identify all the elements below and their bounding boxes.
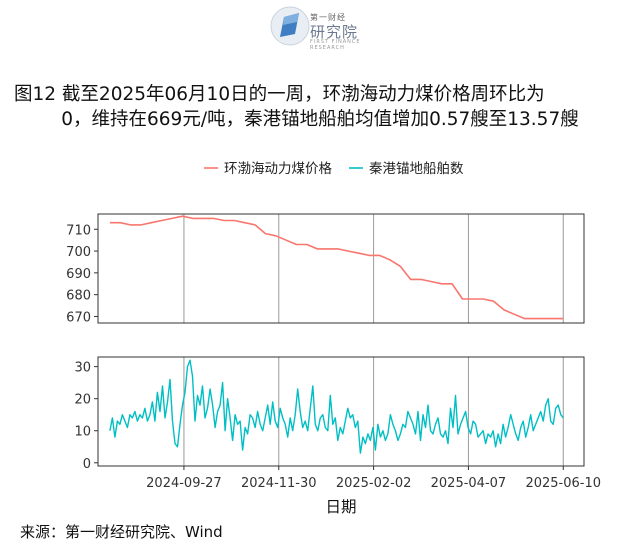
legend-label-1: 环渤海动力煤价格	[224, 161, 332, 177]
chart-title: 图12 截至2025年06月10日的一周，环渤海动力煤价格周环比为 0，维持在6…	[14, 82, 626, 132]
logo-sub-text: FIRST FINANCE RESEARCH	[310, 39, 361, 51]
xtick-label-4: 2025-04-07	[431, 476, 507, 491]
series-line-2	[109, 359, 564, 454]
panel-1-ytick-label-5: 710	[66, 223, 91, 238]
panel-2-ytick-label-2: 10	[74, 425, 91, 440]
panel-1-ytick-label-2: 680	[66, 289, 91, 304]
panel-2-ytick-label-4: 30	[74, 361, 91, 376]
xtick-label-1: 2024-09-27	[146, 476, 222, 491]
panel-2-ytick-label-3: 20	[74, 393, 91, 408]
panel-2-frame	[97, 356, 585, 467]
xtick-label-2: 2024-11-30	[241, 476, 317, 491]
logo-icon	[270, 6, 310, 46]
series-line-1	[109, 215, 564, 320]
source-note: 来源：第一财经研究院、Wind	[20, 523, 223, 541]
panel-1-background	[98, 214, 584, 323]
panel-2-ytick-label-1: 0	[83, 457, 91, 472]
xtick-label-3: 2025-02-02	[336, 476, 412, 491]
panel-1-frame	[97, 213, 585, 324]
panel-1-ytick-label-1: 670	[66, 310, 91, 325]
x-axis-label: 日期	[325, 498, 356, 516]
legend-label-2: 秦港锚地船舶数	[369, 161, 464, 177]
logo: 第一财经 研究院 FIRST FINANCE RESEARCH	[270, 4, 380, 51]
chart-title-line-1: 图12 截至2025年06月10日的一周，环渤海动力煤价格周环比为	[14, 84, 545, 105]
chart-title-line-2: 0，维持在669元/吨，秦港锚地船舶均值增加0.57艘至13.57艘	[61, 109, 579, 130]
panel-1-ytick-label-4: 700	[66, 245, 91, 260]
logo-main-text: 研究院	[310, 23, 359, 41]
panel-1-ytick-label-3: 690	[66, 267, 91, 282]
logo-small-text: 第一财经	[310, 13, 346, 22]
panel-2-background	[98, 357, 584, 466]
xtick-label-5: 2025-06-10	[525, 476, 601, 491]
